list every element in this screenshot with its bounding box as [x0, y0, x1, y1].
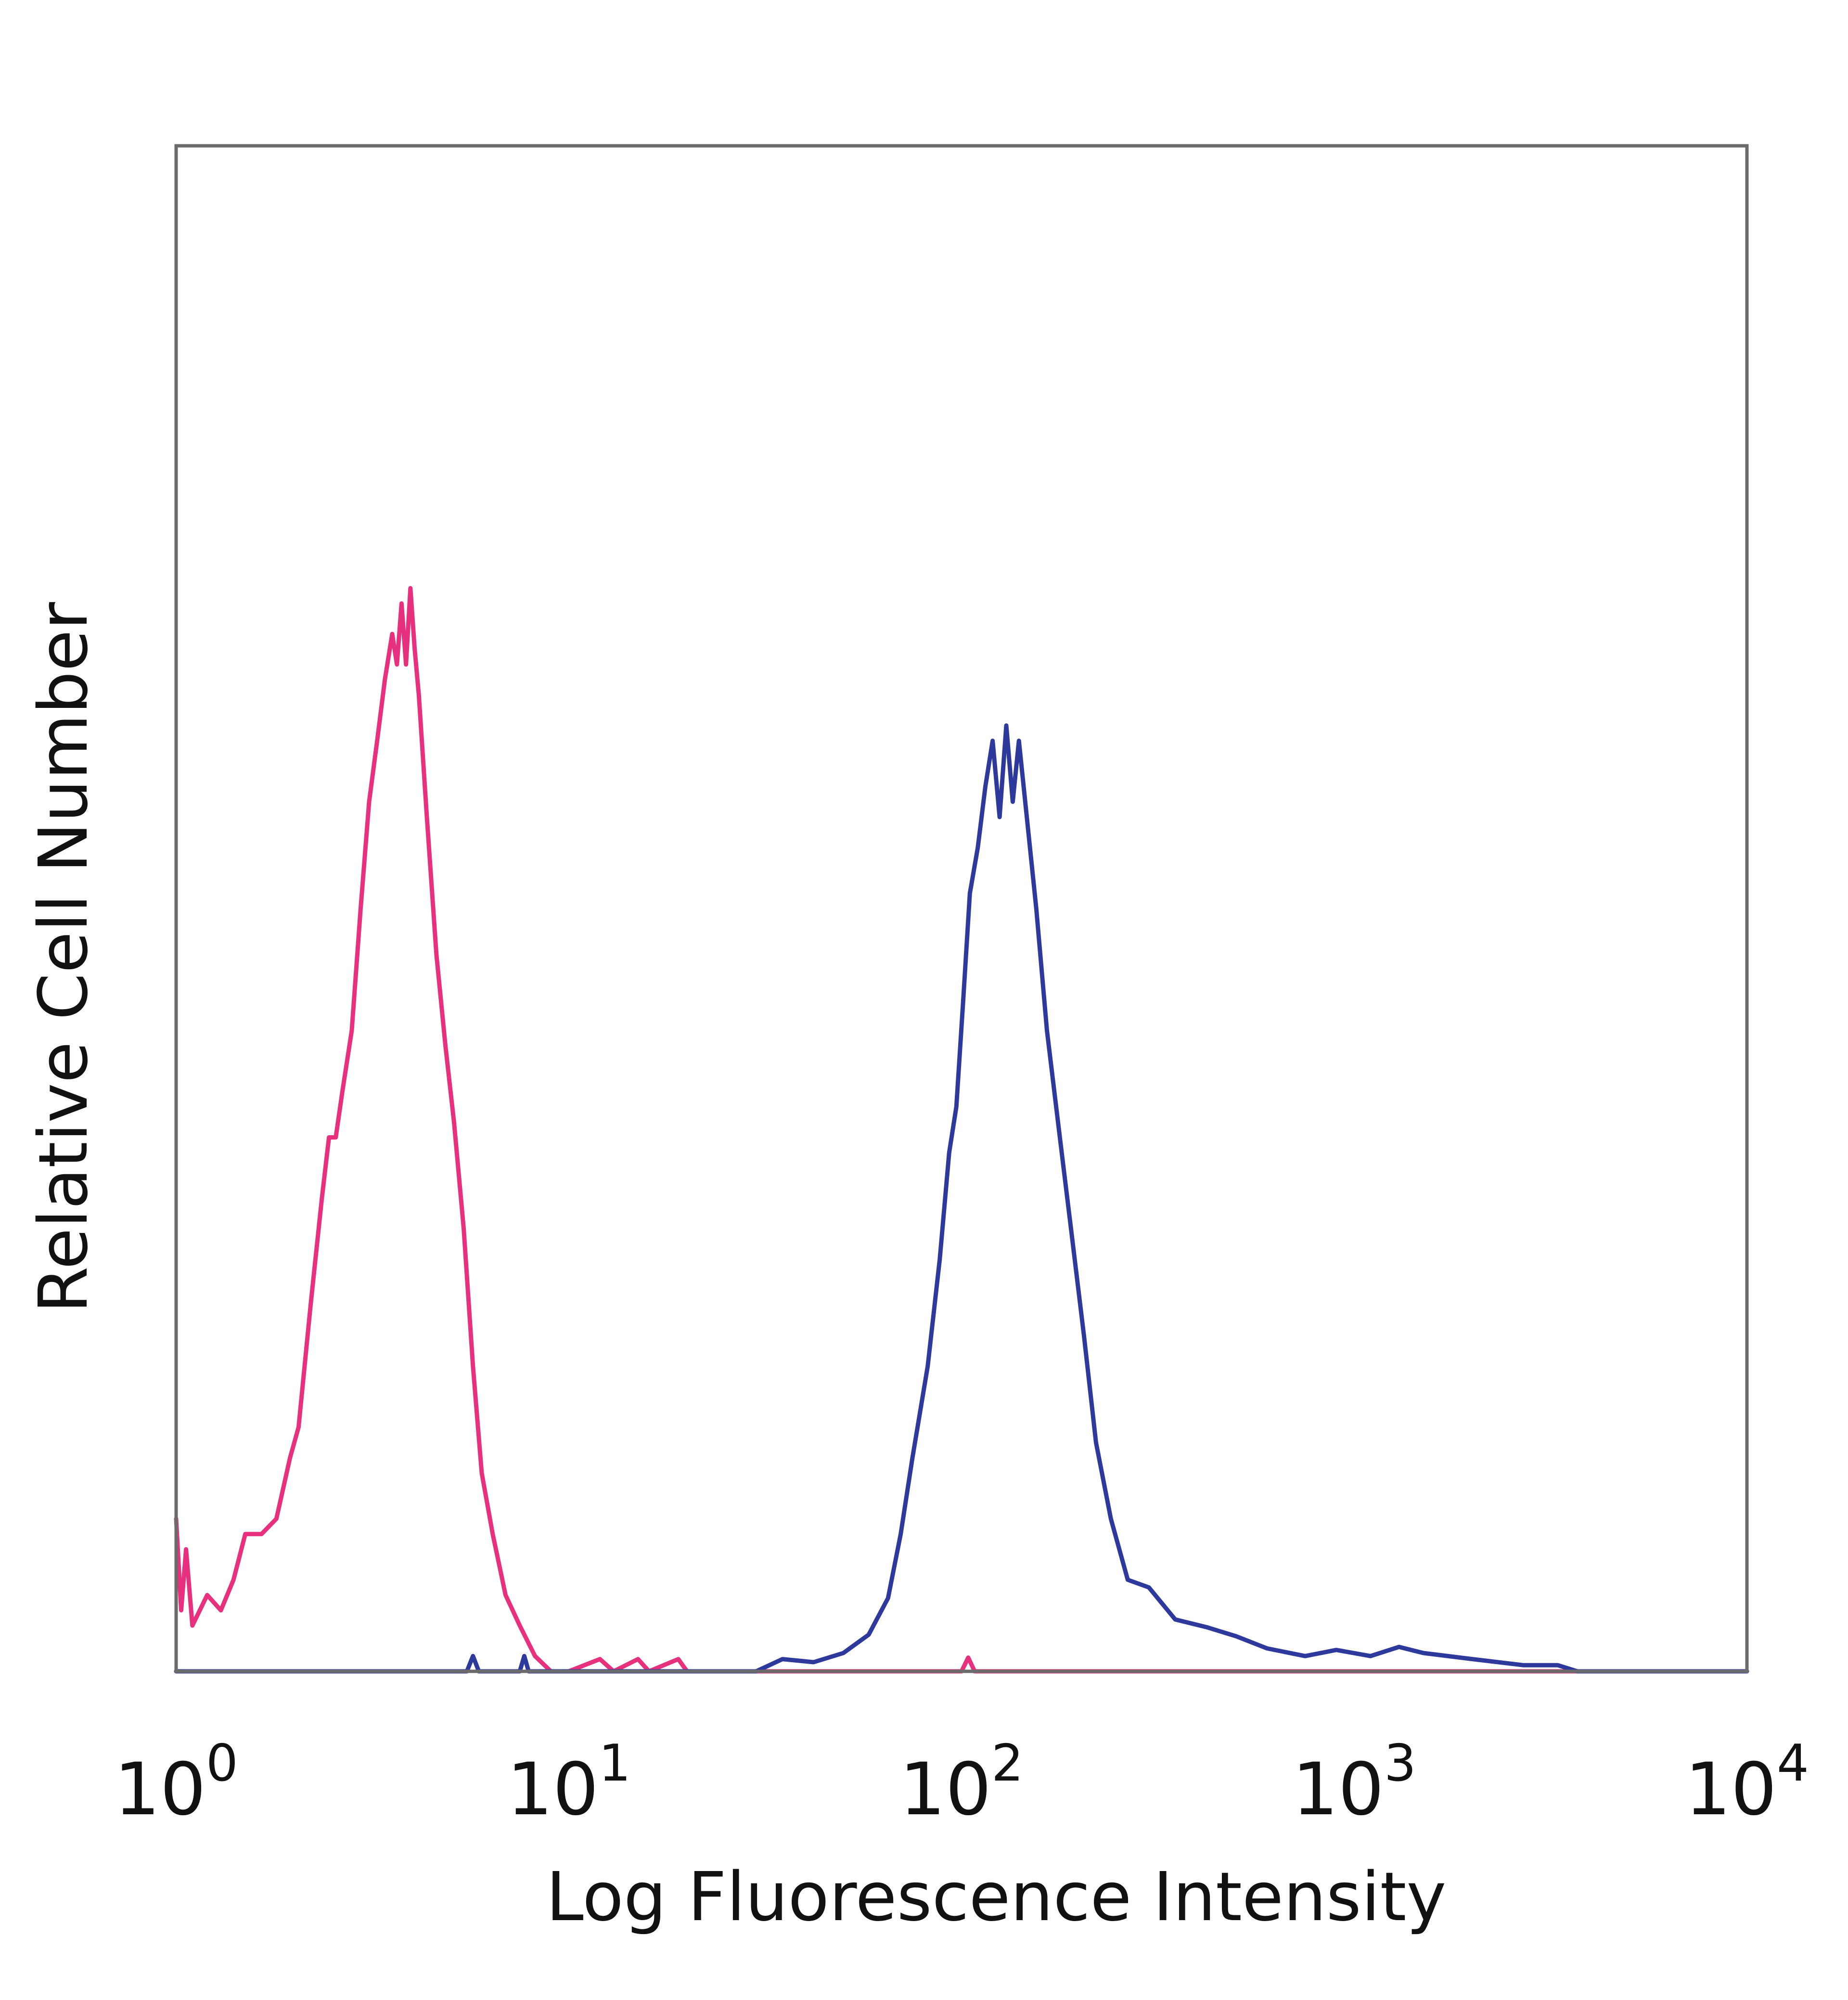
series-line-1: [174, 586, 1749, 1674]
x-axis-title: Log Fluorescence Intensity: [546, 1858, 1447, 1936]
x-tick-base: 10: [507, 1748, 599, 1832]
x-tick-label: 104: [1685, 1734, 1809, 1832]
x-tick-exponent: 2: [991, 1734, 1024, 1793]
x-tick-base: 10: [1292, 1748, 1384, 1832]
x-tick-exponent: 3: [1384, 1734, 1416, 1793]
series-line-2: [174, 723, 1749, 1674]
y-axis-title: Relative Cell Number: [25, 602, 103, 1313]
x-tick-exponent: 1: [599, 1734, 631, 1793]
x-tick-labels: 100 101 102 103 104: [114, 1734, 1809, 1832]
x-tick-exponent: 0: [206, 1734, 238, 1793]
x-tick-base: 10: [1685, 1748, 1777, 1832]
series-layer: [174, 586, 1749, 1674]
x-tick-base: 10: [899, 1748, 991, 1832]
x-tick-base: 10: [114, 1748, 206, 1832]
x-tick-label: 101: [507, 1734, 631, 1832]
x-tick-label: 102: [899, 1734, 1024, 1832]
plot-frame: [174, 144, 1749, 1673]
x-tick-label: 103: [1292, 1734, 1416, 1832]
x-tick-exponent: 4: [1777, 1734, 1809, 1793]
x-tick-label: 100: [114, 1734, 238, 1832]
